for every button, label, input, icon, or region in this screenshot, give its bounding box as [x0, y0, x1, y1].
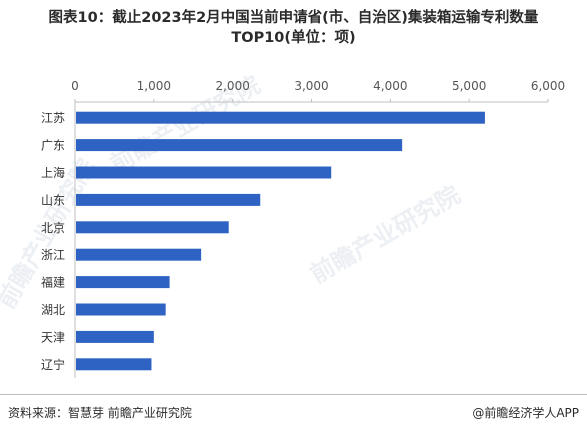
bar	[76, 221, 229, 234]
bar-chart: 0 1,000 2,000 3,000 4,000 5,000 6,000 江苏广东上海山东北…	[41, 79, 565, 378]
bar	[76, 166, 332, 179]
category-label: 辽宁	[41, 357, 65, 372]
category-label: 浙江	[41, 248, 65, 262]
chart-title: 图表10：截止2023年2月中国当前申请省(市、自治区)集装箱运输专利数量 TO…	[0, 8, 587, 48]
category-label: 北京	[41, 221, 65, 235]
bar	[76, 276, 170, 289]
bar	[76, 139, 403, 152]
chart-title-line2: TOP10(单位：项)	[231, 30, 356, 46]
category-label: 湖北	[41, 302, 65, 317]
category-label: 山东	[41, 193, 65, 207]
bar	[76, 358, 152, 371]
brand-credit: @前瞻经济学人APP	[472, 406, 579, 420]
bar	[76, 111, 485, 124]
x-tick-label: 5,000	[452, 79, 486, 93]
category-label: 江苏	[41, 111, 65, 125]
category-label: 广东	[41, 139, 65, 153]
bar	[76, 248, 202, 261]
category-label: 福建	[41, 275, 65, 290]
chart-title-line1: 图表10：截止2023年2月中国当前申请省(市、自治区)集装箱运输专利数量	[48, 10, 539, 26]
category-label: 上海	[41, 165, 65, 180]
source-note: 资料来源：智慧芽 前瞻产业研究院	[8, 406, 192, 420]
category-label: 天津	[41, 330, 65, 344]
footer: 资料来源：智慧芽 前瞻产业研究院 @前瞻经济学人APP	[0, 394, 587, 429]
bar	[76, 330, 154, 343]
bar	[76, 193, 261, 206]
x-tick-label: 2,000	[215, 79, 249, 93]
x-tick-label: 1,000	[137, 79, 171, 93]
x-tick-label: 3,000	[294, 79, 328, 93]
x-tick-label: 6,000	[531, 79, 565, 93]
x-tick-label: 4,000	[373, 79, 407, 93]
x-tick-label: 0	[71, 79, 79, 93]
bar	[76, 303, 166, 316]
